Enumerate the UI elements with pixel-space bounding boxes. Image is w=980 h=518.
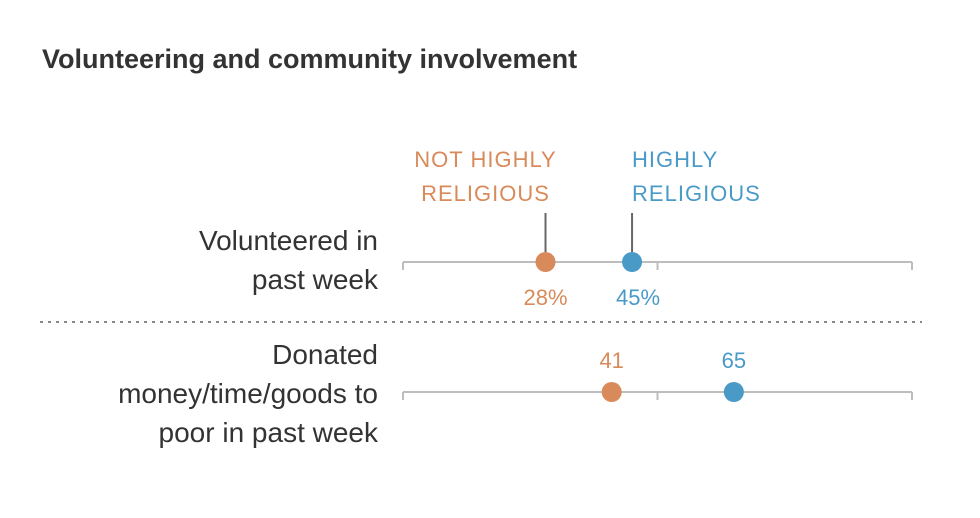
- data-point: [535, 252, 556, 272]
- series-label: RELIGIOUS: [632, 181, 761, 206]
- row-label: Donated: [272, 339, 378, 370]
- data-label: 45%: [616, 285, 660, 310]
- series-label: HIGHLY: [632, 147, 718, 172]
- data-label: 41: [599, 348, 623, 373]
- row-label: past week: [252, 264, 379, 295]
- data-label: 28%: [523, 285, 567, 310]
- data-point: [622, 252, 643, 272]
- series-label: NOT HIGHLY: [414, 147, 556, 172]
- row-label: Volunteered in: [199, 225, 378, 256]
- data-point: [601, 382, 622, 402]
- row-label: money/time/goods to: [118, 378, 378, 409]
- data-point: [723, 382, 744, 402]
- chart-title: Volunteering and community involvement: [42, 44, 578, 74]
- data-label: 65: [722, 348, 746, 373]
- row-label: poor in past week: [159, 417, 379, 448]
- series-label: RELIGIOUS: [421, 181, 550, 206]
